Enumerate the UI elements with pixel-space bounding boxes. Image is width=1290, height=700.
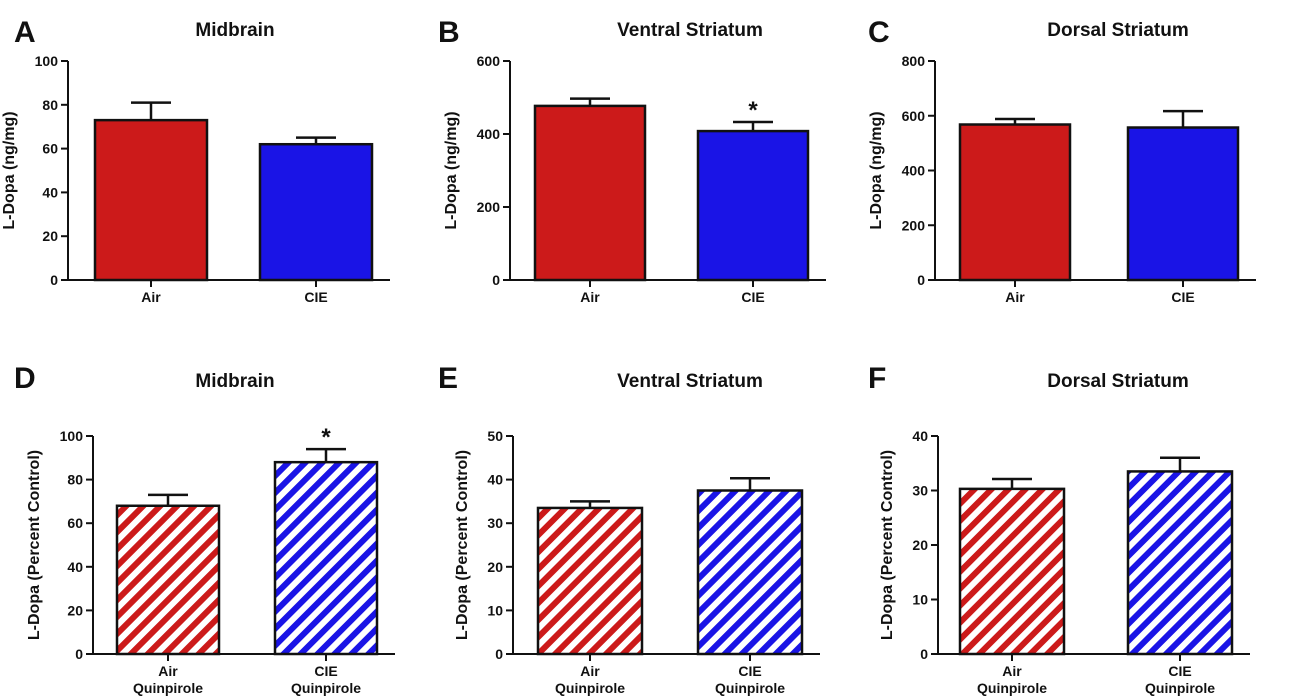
panel-title: Midbrain <box>195 20 274 41</box>
y-tick-label: 20 <box>912 537 928 553</box>
x-tick-label: Air <box>1002 663 1022 679</box>
y-tick-label: 80 <box>67 472 83 488</box>
panel-title: Ventral Striatum <box>617 371 763 392</box>
y-tick-label: 400 <box>477 126 501 142</box>
y-tick-label: 400 <box>902 163 926 179</box>
x-tick-label: Quinpirole <box>555 680 625 696</box>
x-tick-label: Air <box>580 289 600 305</box>
panel-e: E Ventral Striatum 0 10 20 30 40 50 L-Dopa (Perc… <box>438 362 820 696</box>
y-tick-label: 600 <box>477 53 501 69</box>
x-tick-label: Air <box>141 289 161 305</box>
y-tick-label: 40 <box>912 428 928 444</box>
y-tick-label: 40 <box>42 184 58 200</box>
bar-cie <box>696 129 810 282</box>
y-tick-label: 600 <box>902 108 926 124</box>
panel-letter: F <box>868 362 886 395</box>
y-tick-label: 800 <box>902 53 926 69</box>
x-tick-label: Air <box>580 663 600 679</box>
panel-letter: D <box>14 362 36 395</box>
y-tick-label: 50 <box>487 428 503 444</box>
y-axis-label: L-Dopa (ng/mg) <box>868 111 885 229</box>
y-axis-label: L-Dopa (Percent Control) <box>26 450 43 640</box>
y-tick-label: 200 <box>477 199 501 215</box>
y-tick-label: 200 <box>902 217 926 233</box>
y-tick-label: 30 <box>487 515 503 531</box>
y-tick-label: 60 <box>42 141 58 157</box>
x-tick-label: CIE <box>738 663 761 679</box>
panel-letter: B <box>438 16 460 49</box>
bar-cie <box>696 489 804 656</box>
y-tick-label: 0 <box>917 272 925 288</box>
bar-cie <box>258 142 374 282</box>
y-tick-label: 30 <box>912 483 928 499</box>
y-tick-label: 20 <box>67 602 83 618</box>
panel-title: Dorsal Striatum <box>1047 371 1188 392</box>
panel-c: C Dorsal Striatum 0 200 400 600 800 L-Dopa (ng/… <box>868 16 1256 305</box>
y-tick-label: 20 <box>42 228 58 244</box>
bar-air <box>533 104 647 282</box>
x-tick-label: CIE <box>314 663 337 679</box>
y-tick-label: 20 <box>487 559 503 575</box>
panel-letter: C <box>868 16 890 49</box>
y-axis-label: L-Dopa (Percent Control) <box>879 450 896 640</box>
panel-title: Midbrain <box>195 371 274 392</box>
x-tick-label: Quinpirole <box>1145 680 1215 696</box>
panel-b: B Ventral Striatum 0 200 400 600 L-Dopa (ng/mg… <box>438 16 826 305</box>
panel-letter: A <box>14 16 36 49</box>
bar-air <box>93 118 209 282</box>
y-tick-label: 10 <box>487 602 503 618</box>
y-tick-label: 10 <box>912 592 928 608</box>
significance-marker: * <box>748 97 758 124</box>
y-tick-label: 100 <box>35 53 59 69</box>
y-tick-label: 80 <box>42 97 58 113</box>
panel-f: F Dorsal Striatum 0 10 20 30 40 L-Dopa (Percent… <box>868 362 1250 696</box>
panel-letter: E <box>438 362 458 395</box>
y-axis-label: L-Dopa (ng/mg) <box>1 111 18 229</box>
y-axis-label: L-Dopa (ng/mg) <box>443 111 460 229</box>
bar-cie <box>1126 470 1234 656</box>
x-tick-label: Quinpirole <box>977 680 1047 696</box>
bar-air <box>958 487 1066 656</box>
panel-d: D Midbrain 0 20 40 60 80 100 L-Dopa (Percent Con… <box>14 362 395 696</box>
x-tick-label: Air <box>158 663 178 679</box>
y-tick-label: 0 <box>75 646 83 662</box>
y-tick-label: 100 <box>60 428 84 444</box>
significance-marker: * <box>321 424 331 451</box>
panel-title: Ventral Striatum <box>617 20 763 41</box>
x-tick-label: CIE <box>1168 663 1191 679</box>
x-tick-label: Quinpirole <box>291 680 361 696</box>
x-tick-label: Quinpirole <box>715 680 785 696</box>
y-tick-label: 0 <box>492 272 500 288</box>
panel-title: Dorsal Striatum <box>1047 20 1188 41</box>
x-tick-label: CIE <box>304 289 327 305</box>
y-tick-label: 0 <box>920 646 928 662</box>
bar-cie <box>273 460 379 656</box>
y-tick-label: 60 <box>67 515 83 531</box>
bar-air <box>536 506 644 656</box>
x-tick-label: CIE <box>741 289 764 305</box>
x-tick-label: CIE <box>1171 289 1194 305</box>
y-tick-label: 40 <box>67 559 83 575</box>
x-tick-label: Quinpirole <box>133 680 203 696</box>
y-tick-label: 0 <box>50 272 58 288</box>
y-tick-label: 40 <box>487 472 503 488</box>
bar-air <box>115 504 221 656</box>
x-tick-label: Air <box>1005 289 1025 305</box>
y-axis-label: L-Dopa (Percent Control) <box>454 450 471 640</box>
y-tick-label: 0 <box>495 646 503 662</box>
bar-air <box>958 123 1072 282</box>
panel-a: A Midbrain 0 20 40 60 80 100 L-Dopa (ng/mg) Air CI… <box>1 16 390 305</box>
bar-cie <box>1126 126 1240 282</box>
